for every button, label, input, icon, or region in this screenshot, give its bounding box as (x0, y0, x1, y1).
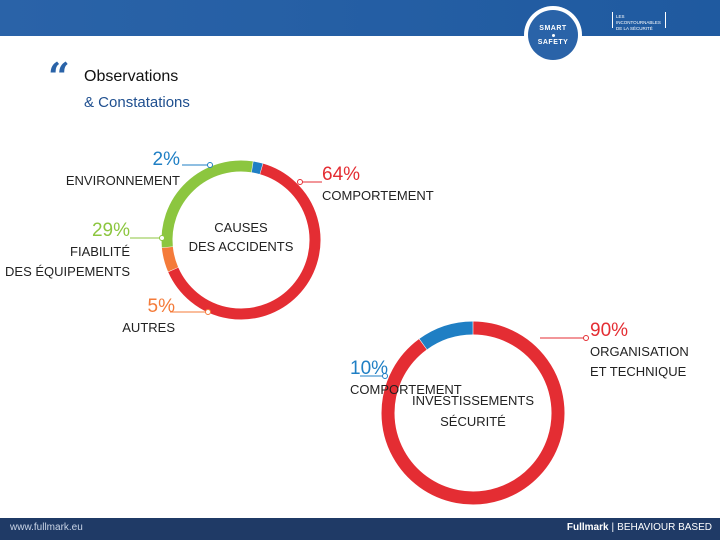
slide-subtitle: & Constatations (84, 94, 190, 111)
footer-brand-name: Fullmark (566, 522, 609, 533)
slice-percent-label: 5% (148, 296, 176, 317)
accident-causes-chart: CAUSES DES ACCIDENTS 64% COMPORTEMENT 5% AUTR… (5, 149, 434, 335)
footer-brand: Fullmark | BEHAVIOUR BASED (567, 522, 712, 533)
slice-percent-label: 29% (92, 220, 130, 241)
label-dot (382, 373, 388, 379)
donut-center-title: DES ACCIDENTS (189, 239, 294, 254)
donut-center-title: SÉCURITÉ (440, 414, 506, 429)
logo-dot (551, 33, 555, 37)
label-dot (297, 179, 303, 185)
slice-category-label: COMPORTEMENT (322, 188, 434, 203)
donut-slice (161, 160, 253, 248)
label-dot (205, 309, 211, 315)
header-tagline: LES INCONTOURNABLES DE LA SÉCURITÉ (612, 12, 666, 31)
label-dot (583, 335, 589, 341)
slice-percent-label: 10% (350, 358, 388, 379)
donut-slice (168, 163, 321, 320)
donut-slice (161, 246, 179, 272)
footer-url[interactable]: www.fullmark.eu (10, 522, 83, 533)
label-dot (207, 162, 213, 168)
slice-category-label: ENVIRONNEMENT (66, 173, 180, 188)
donut-slice (381, 321, 565, 505)
donut-center-title: CAUSES (214, 220, 268, 235)
footer-separator: | (611, 522, 615, 533)
logo-text-smart: SMART (539, 24, 567, 32)
safety-investments-chart: INVESTISSEMENTS SÉCURITÉ 90% ORGANISATION ET… (350, 320, 689, 505)
slice-percent-label: 2% (153, 149, 181, 170)
donut-center-title: INVESTISSEMENTS (412, 393, 534, 408)
donut-slice (419, 321, 473, 350)
slide-title: Observations (84, 68, 179, 85)
slice-category-label: AUTRES (122, 320, 175, 335)
footer-brand-tagline: BEHAVIOUR BASED (617, 522, 712, 533)
logo-text-safety: SAFETY (537, 38, 569, 46)
donut-slice (251, 161, 263, 175)
label-dot (159, 235, 165, 241)
slice-percent-label: 64% (322, 164, 360, 185)
top-banner (0, 0, 720, 36)
slice-category-label: DES ÉQUIPEMENTS (5, 264, 130, 279)
smart-safety-logo: SMART SAFETY (524, 6, 582, 64)
quote-icon: “ (48, 54, 70, 99)
slice-category-label: ET TECHNIQUE (590, 364, 687, 379)
slice-category-label: COMPORTEMENT (350, 382, 462, 397)
slice-percent-label: 90% (590, 320, 628, 341)
footer-bar: www.fullmark.eu Fullmark | BEHAVIOUR BASED (0, 518, 720, 540)
slice-category-label: ORGANISATION (590, 344, 689, 359)
slice-category-label: FIABILITÉ (70, 244, 130, 259)
